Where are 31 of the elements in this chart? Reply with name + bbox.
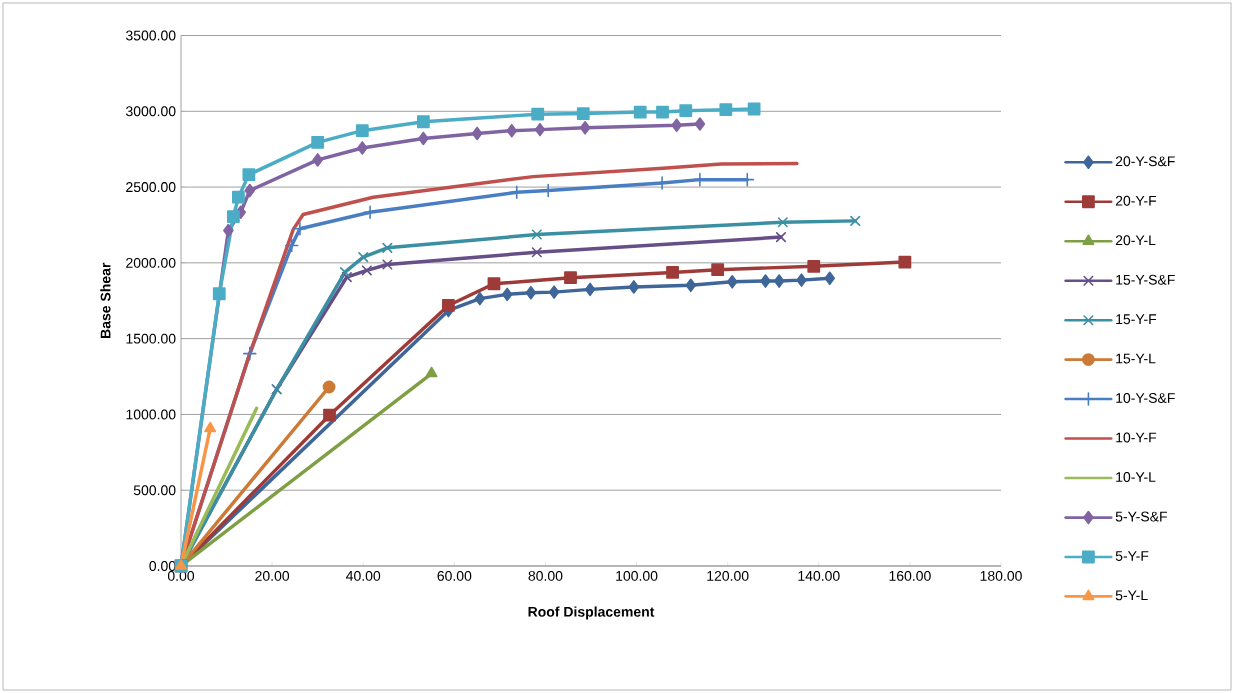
- x-tick-label: 40.00: [346, 570, 381, 581]
- x-tick-label: 180.00: [980, 570, 1022, 581]
- y-axis-title: Base Shear: [100, 262, 111, 338]
- y-tick-label: 1000.00: [126, 409, 176, 420]
- legend-label: 15-Y-S&F: [1116, 274, 1175, 285]
- x-tick-label: 140.00: [798, 570, 840, 581]
- legend-label: 5-Y-L: [1115, 590, 1148, 601]
- legend-label: 15-Y-F: [1116, 314, 1157, 325]
- legend-label: 15-Y-L: [1116, 353, 1156, 364]
- y-tick-label: 3000.00: [125, 106, 176, 117]
- x-tick-label: 100.00: [616, 570, 658, 581]
- y-tick-label: 1500.00: [126, 333, 176, 344]
- y-tick-label: 500.00: [133, 485, 176, 496]
- x-tick-label: 60.00: [437, 570, 472, 581]
- legend-label: 10-Y-F: [1116, 432, 1157, 443]
- x-tick-label: 160.00: [889, 570, 931, 581]
- x-axis-title: Roof Displacement: [528, 606, 655, 620]
- x-tick-label: 80.00: [528, 570, 563, 581]
- legend-label: 10-Y-S&F: [1116, 393, 1175, 403]
- y-tick-label: 2500.00: [126, 182, 176, 193]
- x-tick-label: 120.00: [707, 570, 749, 581]
- legend-label: 10-Y-L: [1116, 472, 1156, 483]
- legend-label: 20-Y-L: [1115, 235, 1156, 246]
- y-tick-label: 3500.00: [125, 30, 176, 41]
- legend-label: 20-Y-S&F: [1115, 156, 1175, 167]
- legend-label: 5-Y-F: [1115, 551, 1149, 561]
- y-tick-label: 2000.00: [126, 257, 176, 268]
- legend-label: 20-Y-F: [1115, 195, 1157, 206]
- x-tick-label: 20.00: [255, 570, 290, 581]
- y-tick-label: 0.00: [149, 561, 176, 571]
- legend-label: 5-Y-S&F: [1115, 511, 1168, 522]
